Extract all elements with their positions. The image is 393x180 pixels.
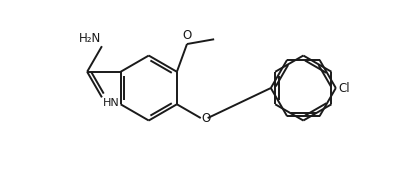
- Text: O: O: [202, 112, 211, 125]
- Text: HN: HN: [103, 98, 119, 108]
- Text: O: O: [182, 29, 192, 42]
- Text: H₂N: H₂N: [79, 32, 101, 45]
- Text: Cl: Cl: [339, 82, 351, 94]
